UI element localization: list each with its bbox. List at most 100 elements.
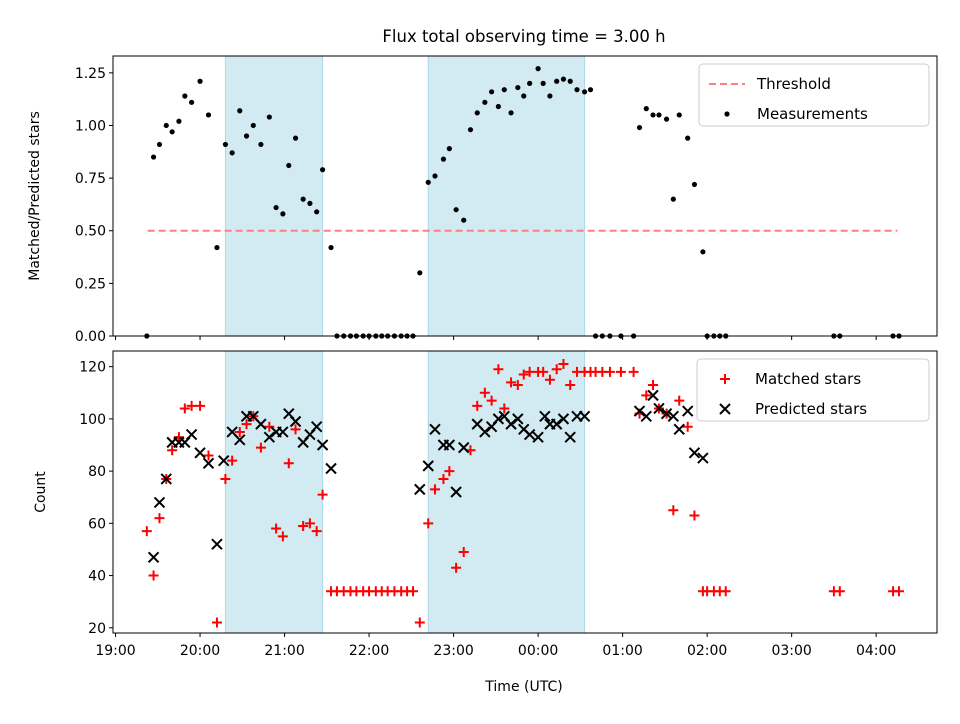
measurement-point (560, 76, 567, 82)
measurement-point (663, 116, 670, 122)
measurement-point (205, 112, 212, 118)
matched-star-point (423, 518, 434, 529)
measurement-point (214, 244, 220, 251)
measurement-point (453, 207, 459, 213)
matched-star-point (211, 617, 222, 628)
predicted-star-point (153, 496, 166, 509)
matched-star-point (203, 450, 214, 461)
x-tick-label: 02:00 (687, 643, 727, 659)
measurement-point (581, 89, 588, 95)
matched-star-point (438, 473, 449, 484)
x-tick-label: 21:00 (264, 643, 304, 659)
legend-box (696, 358, 930, 422)
predicted-star-point (310, 421, 323, 433)
measurement-point (307, 200, 313, 206)
measurement-point (495, 103, 501, 110)
measurement-point (163, 122, 169, 129)
measurement-point (188, 99, 195, 105)
measurement-point (521, 93, 527, 99)
plot-frame (112, 350, 938, 634)
predicted-star-point (660, 407, 673, 420)
measurement-point (574, 87, 580, 93)
matched-star-point (227, 455, 238, 466)
predicted-star-point (443, 439, 456, 451)
matched-star-point (234, 426, 245, 437)
predicted-star-point (185, 428, 198, 441)
y-tick-label: 80 (88, 464, 106, 480)
measurement-point (670, 196, 676, 202)
legend-box (698, 63, 930, 127)
matched-star-point (148, 570, 159, 581)
matched-star-point (538, 366, 549, 377)
predicted-star-point (505, 418, 517, 430)
y-tick-label: 1.00 (75, 118, 106, 134)
measurement-point (685, 135, 691, 141)
legend-measurement-swatch (724, 111, 730, 117)
matched-star-point (506, 377, 517, 388)
observing-interval-1 (427, 55, 586, 337)
measurement-point (461, 217, 467, 223)
measurement-point (417, 270, 423, 276)
measurement-point (540, 80, 546, 86)
measurement-point (425, 179, 431, 185)
predicted-star-point (688, 447, 701, 459)
matched-star-point (544, 374, 555, 385)
matched-star-point (893, 586, 904, 597)
measurement-point (314, 209, 320, 215)
matched-star-point (493, 364, 504, 375)
y-axis-label: Matched/Predicted stars (27, 111, 43, 281)
measurement-point (243, 133, 250, 139)
measurement-point (222, 141, 229, 148)
predicted-star-point (218, 454, 230, 467)
matched-star-point (499, 403, 510, 414)
measurement-point (446, 146, 452, 152)
matched-star-point (720, 586, 731, 597)
matched-star-point (408, 586, 419, 597)
y-tick-label: 1.25 (75, 66, 106, 82)
measurement-point (643, 106, 649, 112)
y-axis-label: Count (33, 471, 49, 513)
matched-star-point (277, 531, 288, 542)
predicted-star-point (653, 402, 665, 415)
predicted-star-point (512, 413, 524, 425)
predicted-star-point (194, 447, 206, 459)
predicted-star-point (422, 460, 434, 472)
measurement-point (266, 114, 272, 120)
predicted-star-point (414, 483, 426, 496)
measurement-point (527, 80, 533, 86)
legend-label: Measurements (757, 105, 868, 123)
y-tick-label: 0.00 (75, 329, 106, 345)
measurement-point (489, 89, 495, 95)
top-panel: 0.00 0.25 0.50 0.75 1.00 1.25 Matched/Predicte… (27, 55, 938, 345)
measurement-point (156, 141, 163, 148)
measurement-point (547, 93, 553, 99)
predicted-star-point (263, 431, 276, 443)
matched-star-point (524, 366, 535, 377)
predicted-star-point (667, 410, 680, 422)
y-tick-label: 40 (88, 569, 106, 585)
y-tick-label: 20 (88, 621, 106, 637)
predicted-star-point (673, 423, 685, 436)
matched-star-point (241, 419, 252, 430)
measurement-point (182, 93, 188, 99)
matched-star-point (264, 421, 275, 432)
matched-star-point (186, 400, 197, 411)
measurement-point (319, 167, 326, 173)
matched-star-point (304, 518, 315, 529)
matched-star-point (167, 445, 178, 456)
predicted-star-point (532, 431, 544, 443)
measurement-point (515, 84, 521, 91)
matched-star-point (834, 586, 845, 597)
measurement-point (328, 244, 334, 251)
predicted-star-point (429, 423, 441, 436)
x-tick-label: 20:00 (180, 643, 220, 659)
measurement-point (176, 118, 182, 124)
predicted-star-point (289, 415, 302, 428)
predicted-star-point (316, 439, 329, 451)
matched-star-point (674, 395, 685, 406)
matched-star-point (298, 520, 309, 531)
predicted-star-point (550, 418, 563, 430)
measurement-point (676, 112, 682, 118)
measurement-point (501, 87, 507, 93)
measurement-point (273, 204, 279, 211)
